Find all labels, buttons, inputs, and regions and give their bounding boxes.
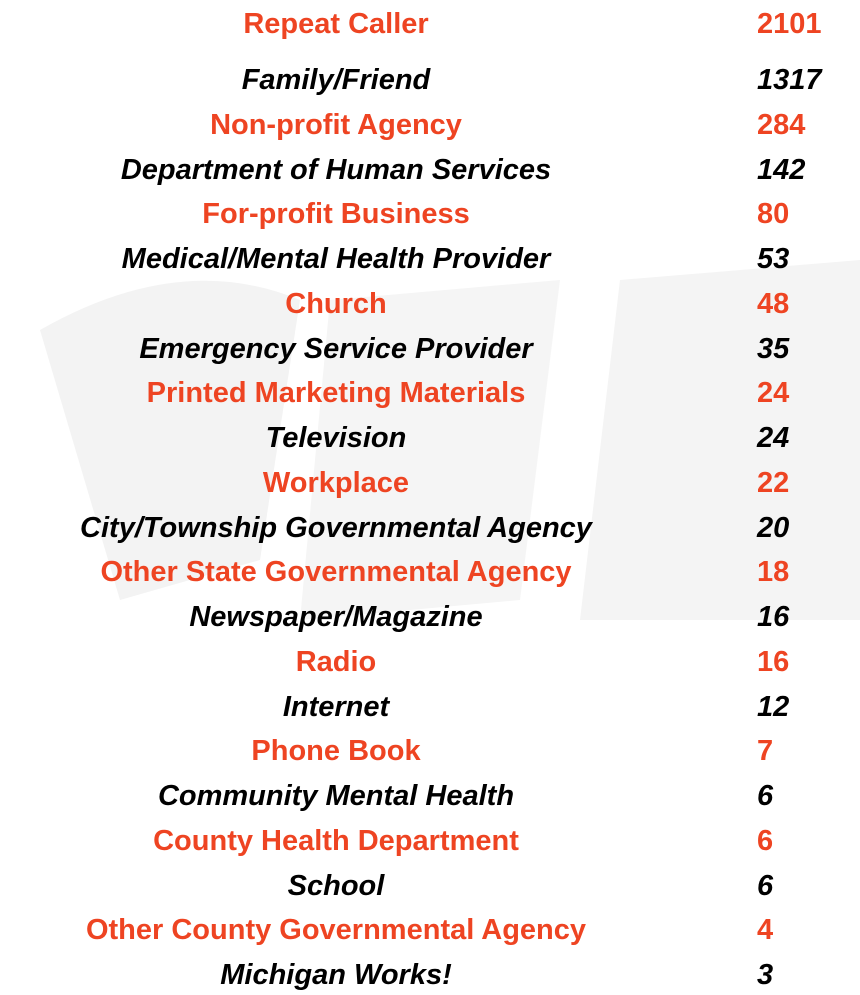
row-label: Phone Book (251, 735, 421, 768)
list-row: School 6 (0, 866, 860, 906)
list-row: City/Township Governmental Agency 20 (0, 508, 860, 548)
list-row: Newspaper/Magazine 16 (0, 597, 860, 637)
list-row: Repeat Caller 2101 (0, 4, 860, 44)
list-row: Workplace 22 (0, 463, 860, 503)
list-row: For-profit Business 80 (0, 194, 860, 234)
row-label: Television (265, 422, 407, 454)
row-label: Emergency Service Provider (139, 332, 533, 365)
row-count: 6 (757, 780, 774, 812)
row-count: 24 (757, 422, 790, 454)
list-row: Other State Governmental Agency 18 (0, 552, 860, 592)
row-label: Community Mental Health (157, 780, 515, 812)
row-label: Other State Governmental Agency (100, 556, 572, 589)
row-label: Non-profit Agency (210, 108, 462, 141)
row-label: Medical/Mental Health Provider (121, 243, 551, 275)
row-count: 20 (757, 511, 790, 544)
list-row: Department of Human Services 142 (0, 150, 860, 190)
list-row: Printed Marketing Materials 24 (0, 373, 860, 413)
row-count: 80 (757, 198, 790, 231)
row-count: 6 (757, 869, 774, 902)
row-label: For-profit Business (202, 198, 470, 231)
row-label: Church (285, 287, 387, 320)
row-count: 12 (757, 690, 790, 723)
list-row: Internet 12 (0, 687, 860, 727)
row-count: 1317 (757, 64, 822, 96)
row-label: Family/Friend (241, 64, 431, 96)
row-count: 35 (757, 332, 790, 365)
row-count: 284 (757, 108, 806, 141)
row-count: 24 (757, 377, 790, 410)
list-row: Television 24 (0, 418, 860, 458)
row-count: 16 (757, 645, 790, 678)
list-row: Church 48 (0, 284, 860, 324)
watermark-shape (580, 260, 860, 620)
row-label: Printed Marketing Materials (146, 377, 526, 410)
row-label: Newspaper/Magazine (189, 601, 483, 633)
row-count: 6 (757, 824, 774, 857)
list-row: Non-profit Agency 284 (0, 105, 860, 145)
list-row: Family/Friend 1317 (0, 60, 860, 100)
row-label: Michigan Works! (220, 959, 452, 991)
row-count: 7 (757, 735, 774, 768)
row-count: 3 (757, 959, 774, 991)
list-row: Other County Governmental Agency 4 (0, 910, 860, 950)
row-count: 53 (757, 243, 790, 275)
row-label: School (287, 869, 385, 902)
row-count: 48 (757, 287, 790, 320)
row-label: Department of Human Services (120, 153, 552, 186)
row-count: 2101 (757, 8, 822, 40)
row-label: Repeat Caller (243, 8, 429, 40)
row-label: Radio (295, 645, 377, 678)
watermark-shape (40, 280, 300, 600)
row-label: City/Township Governmental Agency (80, 511, 592, 544)
row-label: Other County Governmental Agency (85, 914, 587, 947)
row-label: Workplace (262, 466, 410, 499)
list-row: Community Mental Health 6 (0, 776, 860, 816)
list-row: Emergency Service Provider 35 (0, 329, 860, 369)
list-row: County Health Department 6 (0, 821, 860, 861)
list-row: Michigan Works! 3 (0, 955, 860, 995)
list-row: Radio 16 (0, 642, 860, 682)
row-label: Internet (282, 690, 390, 723)
row-count: 16 (757, 601, 790, 633)
watermark-shape (300, 280, 560, 620)
list-row: Phone Book 7 (0, 731, 860, 771)
row-label: County Health Department (153, 824, 519, 857)
list-row: Medical/Mental Health Provider 53 (0, 239, 860, 279)
row-count: 142 (757, 153, 806, 186)
row-count: 4 (757, 914, 774, 947)
row-count: 22 (757, 466, 790, 499)
row-count: 18 (757, 556, 790, 589)
